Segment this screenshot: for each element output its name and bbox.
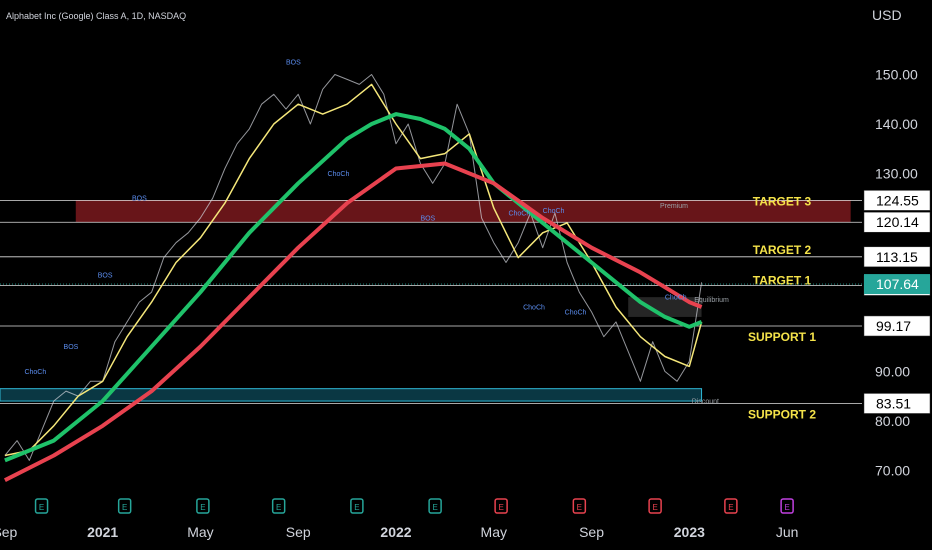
annotation-label: BOS [98,272,113,279]
x-tick-label: Sep [286,524,311,540]
y-tick-label: 70.00 [875,462,910,478]
last-price-label: 107.64 [876,276,919,292]
series-sma-fast [4,83,703,457]
earnings-marker [196,498,210,514]
earnings-marker-letter: E [784,503,789,512]
annotation-label: Discount [692,399,719,406]
earnings-marker [494,498,508,514]
price-box [863,315,931,337]
earnings-marker [271,498,286,514]
earnings-marker [350,498,364,514]
price-box [863,246,931,268]
chart-title: Alphabet Inc (Google) Class A, 1D, NASDA… [6,11,186,21]
zones-layer [0,200,851,402]
price-box [863,190,931,211]
earnings-marker [117,498,132,514]
x-tick-label: Sep [0,524,18,540]
x-tick-label: 2022 [380,524,411,540]
x-tick-label: May [481,524,507,540]
earnings-marker-letter: E [577,503,582,512]
earnings-marker-letter: E [432,503,437,512]
equilibrium-zone [628,297,702,317]
earnings-marker-letter: E [122,503,127,512]
earnings-marker [34,498,49,514]
earnings-marker-letter: E [498,503,503,512]
series-layer [3,74,703,482]
earnings-marker-letter: E [728,503,733,512]
x-tick-label: 2021 [87,524,118,540]
annotation-label: BOS [286,60,301,67]
level-label: TARGET 2 [753,243,812,257]
annotation-label: ChoCh [328,171,350,178]
level-label: SUPPORT 1 [748,330,816,344]
y-tick-label: 140.00 [875,116,918,132]
price-box [863,393,931,414]
price-box-label: 83.51 [876,395,911,411]
levels-layer: TARGET 3 124.55 120.14 TARGET 2 113.15 TARGET… [0,190,931,421]
y-tick-label: 150.00 [875,66,918,82]
y-tick-label: 80.00 [875,413,910,429]
annotation-label: BOS [132,196,147,203]
earnings-marker [572,498,587,514]
x-tick-label: Jun [776,524,799,540]
annotation-label: BOS [64,344,79,351]
annotation-label: ChoCh [565,309,587,316]
level-label: TARGET 3 [753,194,812,208]
y-tick-label: 130.00 [875,165,918,181]
earnings-marker-letter: E [39,503,44,512]
earnings-marker [648,498,662,514]
series-sma-mid [4,112,703,463]
time-axis[interactable]: Sep 2021 May Sep 2022 May Sep 2023 Jun [0,524,798,540]
x-tick-label: Sep [579,524,604,540]
last-price-box [864,274,930,295]
level-label: TARGET 1 [753,273,812,287]
series-price [4,74,703,461]
x-tick-label: May [187,524,213,540]
price-box-label: 120.14 [876,214,919,230]
annotation-label: Equilibrium [694,297,729,304]
premium-zone [75,200,851,223]
earnings-marker [780,498,794,514]
earnings-marker-letter: E [354,503,359,512]
annotation-label: Premium [660,203,688,210]
earnings-marker-letter: E [200,503,205,512]
price-box [863,211,931,233]
price-axis[interactable]: 70.00 80.00 90.00 130.00 140.00 150.00 [875,66,918,478]
price-box-label: 99.17 [876,318,911,334]
annotation-label: ChoCh [523,305,545,312]
earnings-marker-letter: E [276,503,281,512]
level-label: SUPPORT 2 [748,407,816,421]
price-box-label: 113.15 [876,249,918,265]
annotation-label: ChoCh [665,295,687,302]
annotation-label: ChoCh [24,369,46,376]
annotation-label: BOS [420,215,435,222]
earnings-marker [724,498,738,514]
annotation-label: ChoCh [543,208,565,215]
x-tick-label: 2023 [674,524,705,540]
series-sma-slow [3,161,703,482]
discount-zone [0,388,703,402]
y-tick-label: 90.00 [875,363,910,379]
annotation-label: ChoCh [508,210,530,217]
price-box-label: 124.55 [876,192,919,208]
currency-label: USD [872,7,902,23]
annotations-layer: BOS BOS BOS BOS ChoCh ChoCh BOS ChoCh ChoCh ChoCh… [24,60,729,406]
earnings-marker [428,498,442,514]
earnings-marker-letter: E [652,503,657,512]
